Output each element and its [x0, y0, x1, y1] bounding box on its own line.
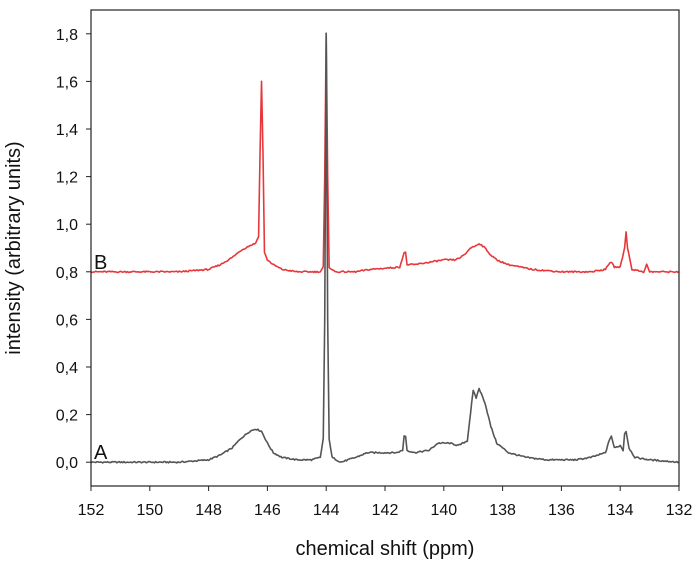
x-tick-label: 134	[607, 502, 634, 519]
series-label-b: B	[94, 252, 107, 274]
series-line-a	[90, 32, 680, 464]
y-tick-label: 0,6	[56, 312, 78, 329]
y-tick-label: 0,0	[56, 455, 78, 472]
y-tick-label: 0,8	[56, 265, 78, 282]
y-tick-label: 1,6	[56, 74, 78, 91]
y-tick-label: 0,4	[56, 360, 78, 377]
y-tick-label: 1,8	[56, 27, 78, 44]
x-tick-label: 142	[372, 502, 399, 519]
x-axis-title: chemical shift (ppm)	[296, 538, 475, 560]
x-tick-label: 136	[548, 502, 575, 519]
traces-layer	[90, 32, 680, 464]
series-line-b	[90, 32, 680, 274]
y-tick-label: 1,0	[56, 217, 78, 234]
x-tick-label: 144	[313, 502, 340, 519]
x-axis-ticks: 152 150 148 146 144 142 140 138 136 134 132	[78, 486, 693, 519]
y-axis-title: intensity (arbitrary units)	[3, 141, 25, 354]
x-tick-label: 140	[430, 502, 457, 519]
x-tick-label: 148	[195, 502, 222, 519]
y-tick-label: 0,2	[56, 408, 78, 425]
x-tick-label: 150	[136, 502, 163, 519]
x-tick-label: 152	[78, 502, 105, 519]
y-tick-label: 1,2	[56, 170, 78, 187]
trace-labels: BA	[94, 252, 108, 464]
y-axis-ticks: 0,0 0,2 0,4 0,6 0,8 1,0 1,2 1,4 1,6 1,8	[56, 27, 91, 472]
x-tick-label: 138	[489, 502, 516, 519]
x-tick-label: 146	[254, 502, 281, 519]
plot-frame	[90, 9, 680, 487]
series-label-a: A	[94, 442, 108, 464]
y-tick-label: 1,4	[56, 122, 78, 139]
x-tick-label: 132	[666, 502, 693, 519]
